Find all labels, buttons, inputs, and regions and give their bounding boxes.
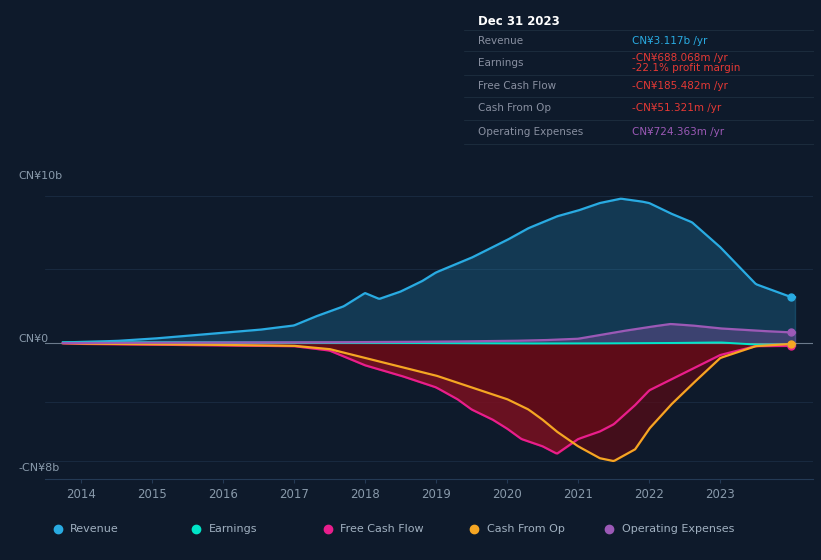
Text: Revenue: Revenue (478, 36, 523, 46)
Text: Earnings: Earnings (209, 524, 257, 534)
Text: -CN¥688.068m /yr: -CN¥688.068m /yr (632, 53, 728, 63)
Text: -22.1% profit margin: -22.1% profit margin (632, 63, 741, 73)
Text: Free Cash Flow: Free Cash Flow (340, 524, 424, 534)
Text: -CN¥185.482m /yr: -CN¥185.482m /yr (632, 81, 728, 91)
Text: Dec 31 2023: Dec 31 2023 (478, 15, 560, 28)
Text: Cash From Op: Cash From Op (478, 103, 551, 113)
Text: Revenue: Revenue (70, 524, 118, 534)
Text: -CN¥8b: -CN¥8b (18, 463, 59, 473)
Text: Free Cash Flow: Free Cash Flow (478, 81, 556, 91)
Text: Cash From Op: Cash From Op (487, 524, 565, 534)
Text: -CN¥51.321m /yr: -CN¥51.321m /yr (632, 103, 722, 113)
Text: Earnings: Earnings (478, 58, 524, 68)
Text: Operating Expenses: Operating Expenses (621, 524, 734, 534)
Text: CN¥10b: CN¥10b (18, 171, 62, 181)
Text: CN¥724.363m /yr: CN¥724.363m /yr (632, 127, 724, 137)
Text: CN¥0: CN¥0 (18, 334, 48, 344)
Text: CN¥3.117b /yr: CN¥3.117b /yr (632, 36, 708, 46)
Text: Operating Expenses: Operating Expenses (478, 127, 583, 137)
